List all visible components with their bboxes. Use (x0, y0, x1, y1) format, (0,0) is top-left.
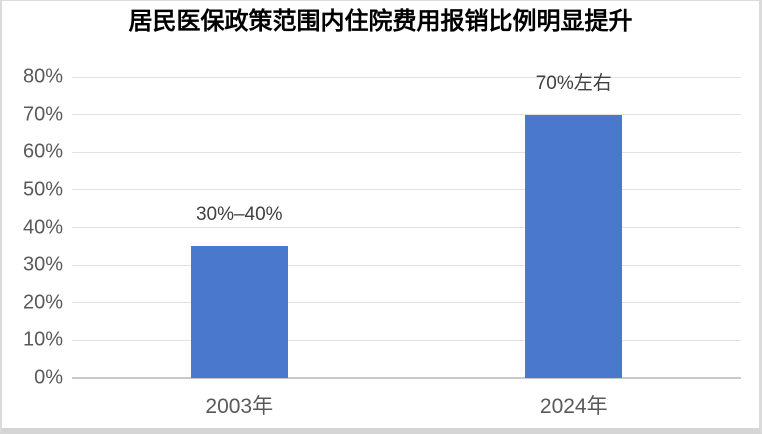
plot-area (72, 76, 741, 379)
y-axis-tick-label: 40% (22, 216, 63, 238)
gridline (72, 264, 741, 266)
gridline (72, 151, 741, 153)
bar-data-label: 30%–40% (195, 204, 283, 226)
bar-data-label: 70%左右 (535, 72, 612, 94)
y-axis-tick-label: 0% (34, 366, 63, 389)
x-axis-category-label: 2024年 (539, 395, 608, 418)
x-axis-category-label: 2003年 (205, 395, 274, 418)
chart-title: 居民医保政策范围内住院费用报销比例明显提升 (128, 8, 633, 35)
y-axis-tick-label: 80% (22, 65, 63, 88)
gridline (72, 339, 741, 341)
y-axis-tick-label: 10% (22, 328, 63, 351)
y-axis-tick-label: 60% (22, 140, 63, 163)
bar-series1-cat1 (525, 114, 623, 378)
gridline (72, 227, 741, 228)
bar-series1-cat0 (190, 246, 288, 378)
y-axis-tick-label: 20% (22, 291, 63, 314)
gridline (72, 189, 741, 191)
x-axis-baseline (72, 377, 741, 379)
y-axis: 0% 10% 20% 30% 40% 50% 60% 70% 80% (2, 66, 63, 389)
y-axis-tick-label: 30% (22, 253, 63, 276)
gridline (72, 76, 741, 78)
y-axis-tick-label: 70% (22, 103, 63, 126)
gridline (72, 114, 741, 116)
gridline (72, 302, 741, 304)
y-axis-tick-label: 50% (22, 178, 63, 201)
